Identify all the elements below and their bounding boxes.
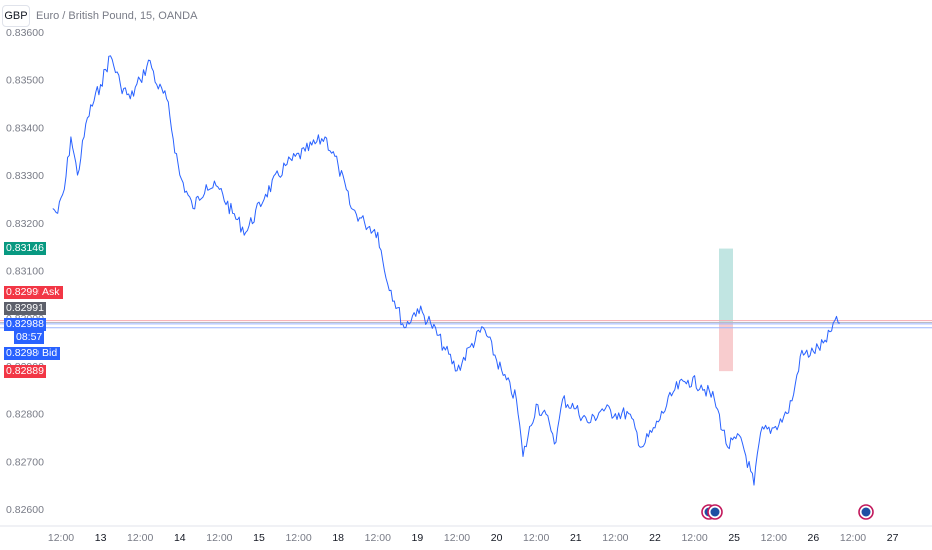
x-tick-label: 20 <box>491 532 503 544</box>
x-tick-label: 12:00 <box>127 532 153 544</box>
countdown-tag: 08:57 <box>14 331 45 344</box>
x-tick-label: 12:00 <box>206 532 232 544</box>
y-tick-label: 0.83600 <box>6 27 44 39</box>
x-tick-label: 12:00 <box>444 532 470 544</box>
x-tick-label: 12:00 <box>523 532 549 544</box>
event-flag-icon <box>710 507 720 517</box>
y-tick-label: 0.83400 <box>6 122 44 134</box>
y-tick-label: 0.83500 <box>6 75 44 87</box>
x-tick-label: 12:00 <box>48 532 74 544</box>
x-tick-label: 21 <box>570 532 582 544</box>
x-tick-label: 27 <box>887 532 899 544</box>
x-tick-label: 12:00 <box>365 532 391 544</box>
x-tick-label: 26 <box>808 532 820 544</box>
loss-zone <box>719 322 733 372</box>
y-tick-label: 0.82800 <box>6 409 44 421</box>
x-tick-label: 12:00 <box>840 532 866 544</box>
y-tick-label: 0.82600 <box>6 504 44 516</box>
target-price-tag: 0.83146 <box>4 242 46 255</box>
x-tick-label: 12:00 <box>681 532 707 544</box>
x-tick-label: 18 <box>332 532 344 544</box>
y-tick-label: 0.83200 <box>6 218 44 230</box>
bid-price-tag: 0.82980 <box>4 347 46 360</box>
x-tick-label: 12:00 <box>761 532 787 544</box>
ask-price-tag: 0.82995 <box>4 286 46 299</box>
bid-label: Bid <box>39 347 61 360</box>
x-tick-label: 13 <box>95 532 107 544</box>
symbol-button[interactable]: GBP <box>2 5 30 27</box>
y-tick-label: 0.83100 <box>6 266 44 278</box>
x-tick-label: 12:00 <box>285 532 311 544</box>
x-tick-label: 14 <box>174 532 186 544</box>
event-flag-icon <box>861 507 871 517</box>
stop-price-tag: 0.82889 <box>4 365 46 378</box>
x-tick-label: 19 <box>412 532 424 544</box>
x-tick-label: 25 <box>728 532 740 544</box>
y-tick-label: 0.83300 <box>6 170 44 182</box>
x-tick-label: 12:00 <box>602 532 628 544</box>
profit-zone <box>719 248 733 323</box>
last-price-tag: 0.82988 <box>4 318 46 331</box>
ask-label: Ask <box>39 286 63 299</box>
x-tick-label: 15 <box>253 532 265 544</box>
chart-title: Euro / British Pound, 15, OANDA <box>36 10 198 22</box>
y-tick-label: 0.82700 <box>6 456 44 468</box>
x-tick-label: 22 <box>649 532 661 544</box>
mid-price-tag: 0.82991 <box>4 302 46 315</box>
price-series-line <box>52 55 840 486</box>
